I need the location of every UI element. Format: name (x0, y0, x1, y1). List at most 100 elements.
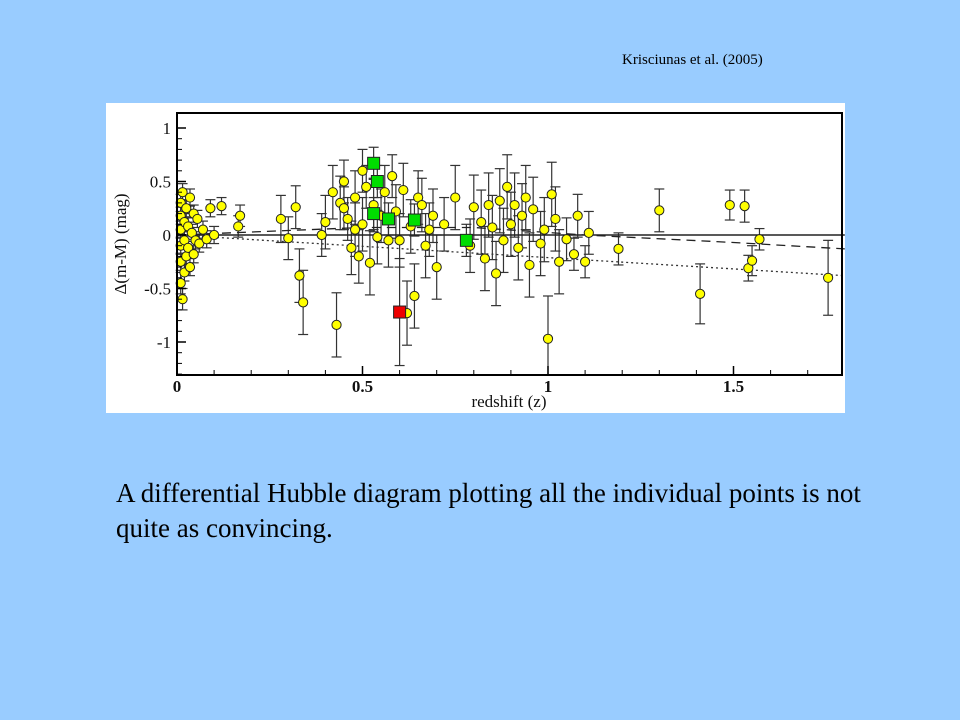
data-point (580, 256, 591, 267)
data-point (398, 184, 409, 196)
data-point (320, 217, 331, 228)
data-point (613, 243, 624, 255)
data-point (424, 224, 435, 235)
data-point (294, 270, 305, 281)
data-point (450, 192, 461, 203)
data-point (490, 268, 502, 279)
data-point (338, 176, 350, 187)
y-tick-label: -1 (157, 333, 171, 352)
data-point (502, 181, 513, 192)
data-point (476, 217, 487, 228)
data-point-square (393, 305, 407, 319)
data-point (542, 333, 554, 344)
data-point (216, 201, 227, 212)
data-point (338, 203, 350, 214)
data-point (316, 229, 327, 241)
data-point (739, 201, 750, 212)
data-point (346, 242, 357, 253)
x-tick-label: 0 (173, 377, 182, 396)
data-point (387, 171, 398, 182)
data-point-square (367, 156, 381, 170)
data-point (479, 253, 491, 264)
reference-line-dashed (176, 226, 845, 250)
data-markers (175, 156, 834, 344)
data-point (583, 227, 594, 238)
data-point (695, 288, 706, 299)
x-tick-label: 1.5 (723, 377, 744, 396)
data-point (516, 210, 528, 221)
data-point (349, 224, 361, 235)
data-point (524, 259, 535, 271)
y-tick-label: 1 (163, 119, 172, 138)
data-point-square (370, 175, 384, 188)
data-point (513, 242, 524, 253)
data-point (654, 205, 665, 216)
data-point (416, 199, 427, 211)
y-axis-ticks: 1 0.5 0 -0.5 -1 (144, 119, 186, 375)
data-point (383, 235, 394, 246)
data-point (494, 195, 505, 206)
data-point (724, 199, 735, 211)
caption-text: A differential Hubble diagram plotting a… (116, 478, 861, 543)
data-point (394, 235, 405, 246)
data-point (184, 262, 196, 273)
y-axis-label: Δ(m-M) (mag) (111, 193, 130, 294)
data-point (823, 272, 834, 283)
data-point (554, 256, 565, 267)
data-point (201, 234, 212, 245)
data-point (379, 187, 390, 198)
data-point (205, 203, 216, 214)
data-point (364, 257, 376, 268)
data-point (283, 233, 294, 244)
data-point (357, 165, 368, 176)
data-point (331, 319, 342, 330)
data-point (327, 187, 338, 198)
data-point (298, 297, 309, 308)
data-point (550, 213, 561, 225)
data-point (468, 202, 479, 213)
data-point (498, 235, 509, 246)
plot-frame (176, 112, 843, 376)
data-point (197, 224, 209, 235)
data-point-square (367, 207, 381, 221)
data-point-square (459, 233, 473, 247)
data-point (539, 224, 550, 235)
data-point (188, 249, 199, 260)
y-tick-label: 0.5 (150, 173, 171, 192)
data-point (439, 219, 450, 230)
data-point (561, 234, 572, 245)
data-point (275, 213, 286, 225)
x-tick-label: 0.5 (352, 377, 373, 396)
citation: Krisciunas et al. (2005) (622, 52, 763, 68)
data-point (192, 213, 203, 225)
x-axis-label: redshift (z) (471, 392, 546, 411)
data-point (184, 192, 196, 203)
data-point (528, 204, 539, 215)
error-bars (175, 146, 834, 376)
data-point (290, 202, 301, 213)
data-point (535, 238, 546, 249)
data-point (233, 221, 244, 232)
data-point (181, 203, 192, 214)
data-point (342, 213, 353, 225)
data-point (409, 290, 420, 302)
data-point-square (407, 213, 421, 227)
data-point (431, 262, 442, 273)
data-point (746, 255, 758, 266)
data-point (754, 234, 765, 245)
data-point (183, 242, 194, 253)
data-point (509, 199, 520, 211)
data-point (357, 219, 368, 230)
data-point (520, 192, 531, 203)
data-point (568, 249, 580, 260)
hubble-diagram-chart: 0 0.5 1 1.5 1 0.5 0 -0.5 -1 redshift (z) Δ(m-M)… (111, 112, 845, 411)
data-point (209, 229, 220, 241)
data-point (353, 251, 364, 262)
data-point (349, 192, 361, 203)
x-tick-label: 1 (544, 377, 553, 396)
y-tick-label: -0.5 (144, 280, 171, 299)
data-point (234, 210, 246, 221)
data-point-square (381, 212, 395, 226)
y-tick-label: 0 (163, 226, 172, 245)
data-point (546, 189, 557, 200)
